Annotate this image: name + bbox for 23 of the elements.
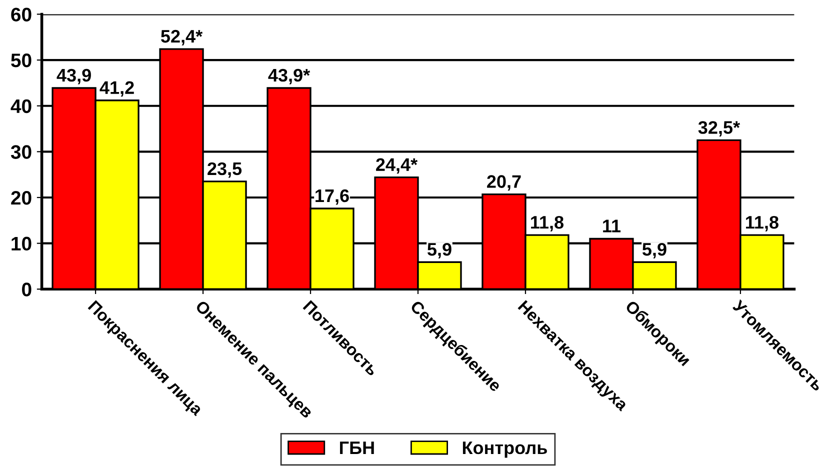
y-tick-label: 40 — [10, 99, 32, 114]
legend-label: Контроль — [462, 442, 547, 458]
data-label: 5,9 — [428, 242, 452, 258]
data-label: 17,6 — [316, 189, 349, 205]
data-label: 11,8 — [531, 216, 564, 232]
legend-label: ГБН — [340, 442, 374, 454]
data-label: 11,8 — [746, 216, 778, 232]
data-label: 24,4* — [376, 158, 418, 174]
y-tick-label: 30 — [10, 145, 32, 159]
data-label: 11 — [603, 220, 621, 232]
data-label: 23,5 — [208, 162, 242, 178]
y-tick-label: 60 — [11, 8, 32, 22]
data-label: 52,4* — [161, 30, 203, 46]
data-label: 20,7 — [487, 175, 521, 191]
data-label: 43,9 — [56, 68, 91, 84]
data-label: 43,9* — [268, 68, 310, 84]
y-tick-label: 10 — [12, 236, 32, 251]
y-tick-label: 50 — [11, 54, 32, 68]
y-tick-label: 0 — [22, 282, 32, 296]
data-label: 32,5* — [698, 121, 740, 136]
y-tick-label: 20 — [11, 190, 32, 205]
data-label: 5,9 — [642, 242, 666, 258]
data-label: 41,2 — [100, 81, 134, 97]
